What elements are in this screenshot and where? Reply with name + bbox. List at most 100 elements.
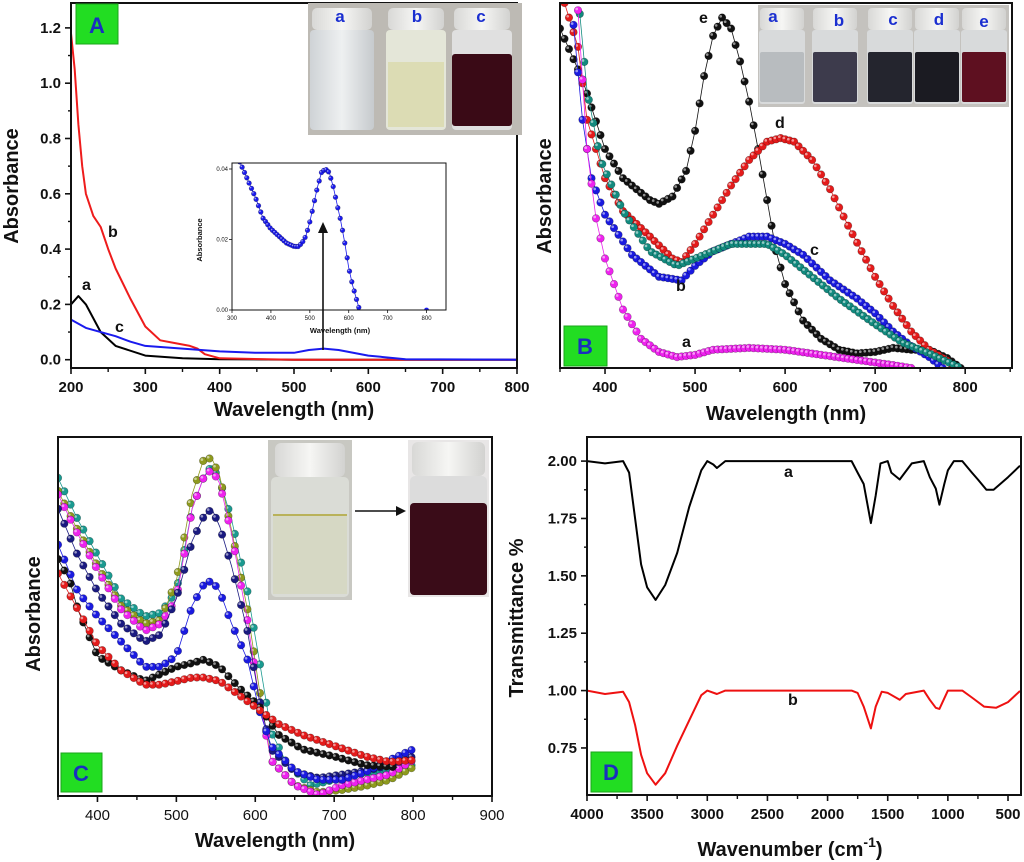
data-point-s4 xyxy=(218,530,227,539)
data-point-d xyxy=(726,181,736,190)
curve-label-b: b xyxy=(676,278,686,295)
data-point-highlight xyxy=(669,276,673,279)
data-point-highlight xyxy=(755,148,759,151)
data-point-highlight xyxy=(899,346,903,349)
data-point-b xyxy=(620,209,629,218)
data-point-d xyxy=(569,28,578,37)
data-point-highlight xyxy=(692,241,696,244)
data-point-highlight xyxy=(768,346,772,350)
x-tick-label: 800 xyxy=(953,379,978,396)
data-point-e xyxy=(614,166,623,175)
x-tick-label: 400 xyxy=(85,807,110,824)
data-point-highlight xyxy=(748,241,751,244)
data-point-d xyxy=(830,194,839,203)
data-point-highlight xyxy=(187,544,191,547)
data-point-s3 xyxy=(268,757,277,766)
data-point-highlight xyxy=(813,264,817,268)
plot-frame xyxy=(559,2,1013,369)
data-point-highlight xyxy=(67,535,71,539)
data-point-s4 xyxy=(98,593,107,602)
data-point-highlight xyxy=(642,229,646,233)
data-point-highlight xyxy=(112,660,115,664)
y-tick-label: 0.4 xyxy=(40,241,62,258)
data-point-highlight xyxy=(750,122,754,126)
data-point-highlight xyxy=(181,662,185,665)
data-point-highlight xyxy=(206,508,210,511)
data-point-highlight xyxy=(150,624,153,628)
data-point-highlight xyxy=(887,331,891,335)
data-point-highlight xyxy=(156,610,160,614)
data-point-highlight xyxy=(746,345,750,348)
data-point-s3 xyxy=(104,584,113,593)
data-point-highlight xyxy=(352,750,355,753)
data-point-highlight xyxy=(719,197,723,201)
data-point-highlight xyxy=(777,135,781,139)
data-point-s5 xyxy=(186,606,195,615)
data-point-highlight xyxy=(721,244,724,247)
data-point-highlight xyxy=(692,128,696,131)
data-point-highlight xyxy=(575,7,579,11)
data-point-highlight xyxy=(743,241,747,244)
vial-label-b: b xyxy=(412,7,422,26)
data-point-highlight xyxy=(225,684,229,688)
data-point-highlight xyxy=(187,500,191,504)
data-point-highlight xyxy=(795,143,799,147)
vial-cap xyxy=(813,8,857,30)
data-point-highlight xyxy=(836,204,840,208)
data-point-highlight xyxy=(833,293,837,297)
data-point-highlight xyxy=(124,625,128,629)
data-point-highlight xyxy=(867,306,871,310)
data-point-highlight xyxy=(642,193,646,197)
data-point-highlight xyxy=(928,351,931,355)
data-point-a xyxy=(609,280,619,289)
series-line-b xyxy=(587,689,1021,786)
data-point-d xyxy=(735,168,745,177)
data-point-highlight xyxy=(280,237,282,239)
data-point-highlight xyxy=(937,355,940,359)
panel-a: a b c a b c A Wavelength (nm) Absorbance… xyxy=(1,3,522,421)
data-point-highlight xyxy=(696,233,700,237)
data-point-highlight xyxy=(238,160,240,162)
data-point-highlight xyxy=(301,786,305,790)
panel-d: a b D Wavenumber (cm-1) Transmittance % xyxy=(506,464,883,861)
data-point-highlight xyxy=(858,350,862,354)
data-point-highlight xyxy=(737,237,741,241)
data-point-highlight xyxy=(599,161,603,165)
data-point-s3 xyxy=(287,777,296,787)
data-point-highlight xyxy=(905,342,909,346)
data-point-highlight xyxy=(143,620,147,624)
data-point-highlight xyxy=(187,515,191,518)
data-point-highlight xyxy=(370,755,374,759)
data-point-highlight xyxy=(590,120,594,123)
data-point-highlight xyxy=(131,605,134,609)
data-point-s7 xyxy=(72,603,81,613)
data-point-highlight xyxy=(206,468,210,472)
curve-label-d: d xyxy=(775,115,785,132)
data-point-highlight xyxy=(588,180,592,184)
plot-b: 400 500 600 700 800 xyxy=(559,2,1013,396)
data-point-highlight xyxy=(238,693,242,697)
data-point-highlight xyxy=(840,347,844,351)
data-point-e xyxy=(794,307,803,316)
data-point-highlight xyxy=(257,661,261,665)
data-point-s4 xyxy=(60,519,69,528)
data-point-highlight xyxy=(615,294,619,297)
data-point-highlight xyxy=(775,247,778,251)
data-point-highlight xyxy=(613,192,616,195)
plot-ai: 300 400 500 600 700 800 0.00 0.02 0.04 xyxy=(216,160,447,322)
y-axis-title-b: Absorbance xyxy=(534,138,556,254)
data-point-highlight xyxy=(694,255,697,258)
data-point-highlight xyxy=(685,258,688,262)
data-point-highlight xyxy=(683,353,687,356)
data-point-highlight xyxy=(723,20,727,24)
data-point-highlight xyxy=(67,517,71,520)
data-point-highlight xyxy=(251,698,254,702)
curve-label-a: a xyxy=(82,277,91,294)
data-point-s4 xyxy=(237,600,246,610)
data-point-e xyxy=(708,31,718,40)
panel-label-box-a xyxy=(75,3,119,45)
arrow-right xyxy=(355,506,406,516)
data-point-highlight xyxy=(710,347,714,350)
data-point-s5 xyxy=(129,650,138,660)
data-point-highlight xyxy=(86,603,90,607)
